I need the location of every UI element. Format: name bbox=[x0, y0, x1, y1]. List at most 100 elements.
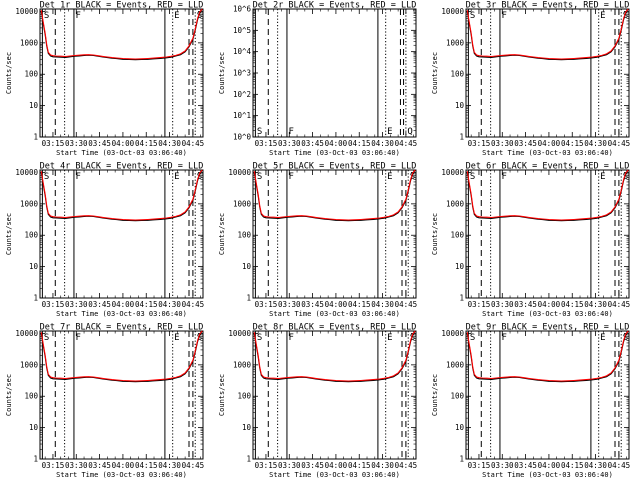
y-axis-label: Counts/sec bbox=[431, 374, 439, 416]
panel-title: Det 8r BLACK = Events, RED = LLD bbox=[253, 323, 417, 333]
panel-5: Det 5r BLACK = Events, RED = LLD 1 10 100 10… bbox=[218, 162, 417, 319]
x-tick-label: 04:00 bbox=[538, 139, 561, 148]
x-tick-label: 04:45 bbox=[182, 461, 205, 470]
y-tick-label: 1 bbox=[459, 455, 464, 464]
y-tick-label: 100 bbox=[237, 231, 251, 240]
x-tick-label: 04:45 bbox=[608, 461, 631, 470]
marker-label: S bbox=[44, 172, 49, 182]
series-lld-line bbox=[40, 169, 203, 221]
marker-label: E bbox=[387, 127, 392, 137]
panel-1: Det 1r BLACK = Events, RED = LLD 1 10 100 10… bbox=[5, 1, 204, 158]
x-axis-label: Start Time (03-Oct-03 03:06:40) bbox=[482, 310, 613, 318]
x-tick-label: 03:15 bbox=[255, 300, 278, 309]
series-events-line bbox=[466, 330, 629, 383]
y-tick-label: 10 bbox=[29, 101, 39, 110]
plot-frame bbox=[252, 330, 417, 460]
marker-label: F bbox=[75, 172, 80, 182]
x-tick-label: 03:30 bbox=[491, 300, 514, 309]
y-tick-label: 10000 bbox=[15, 7, 38, 16]
x-tick-label: 04:15 bbox=[348, 300, 371, 309]
x-tick-label: 04:30 bbox=[158, 300, 181, 309]
y-tick-label: 10 bbox=[29, 262, 39, 271]
marker-label: S bbox=[470, 172, 475, 182]
series-lld-line bbox=[466, 8, 629, 60]
marker-label: E bbox=[600, 11, 605, 21]
y-tick-label: 1000 bbox=[20, 38, 39, 47]
marker-label: E bbox=[600, 172, 605, 182]
marker-label: S bbox=[257, 172, 262, 182]
marker-label: F bbox=[75, 11, 80, 21]
marker-label: Q bbox=[407, 127, 412, 137]
y-axis-label: Counts/sec bbox=[218, 52, 226, 94]
y-tick-label: 10^6 bbox=[233, 5, 252, 14]
x-tick-label: 04:15 bbox=[348, 139, 371, 148]
plot-frame bbox=[39, 169, 204, 299]
x-tick-label: 04:45 bbox=[395, 461, 418, 470]
x-axis-label: Start Time (03-Oct-03 03:06:40) bbox=[482, 471, 613, 479]
x-tick-label: 03:45 bbox=[88, 461, 111, 470]
x-axis-label: Start Time (03-Oct-03 03:06:40) bbox=[269, 471, 400, 479]
x-tick-label: 03:30 bbox=[65, 300, 88, 309]
panel-6: Det 6r BLACK = Events, RED = LLD 1 10 100 10… bbox=[431, 162, 630, 319]
marker-label: F bbox=[501, 172, 506, 182]
x-tick-label: 04:15 bbox=[348, 461, 371, 470]
x-tick-label: 03:30 bbox=[278, 461, 301, 470]
y-tick-label: 10 bbox=[29, 423, 39, 432]
plot-frame bbox=[465, 330, 630, 460]
y-tick-label: 1000 bbox=[446, 38, 465, 47]
x-tick-label: 04:45 bbox=[182, 300, 205, 309]
series-events-line bbox=[466, 169, 629, 222]
x-tick-label: 04:00 bbox=[112, 461, 135, 470]
x-tick-label: 04:30 bbox=[371, 139, 394, 148]
x-axis-label: Start Time (03-Oct-03 03:06:40) bbox=[269, 310, 400, 318]
panel-title: Det 3r BLACK = Events, RED = LLD bbox=[466, 1, 630, 11]
marker-label: F bbox=[75, 333, 80, 343]
x-tick-label: 04:15 bbox=[561, 461, 584, 470]
plot-frame bbox=[465, 8, 630, 138]
y-axis-label: Counts/sec bbox=[431, 52, 439, 94]
x-tick-label: 04:15 bbox=[561, 139, 584, 148]
y-tick-label: 10000 bbox=[15, 168, 38, 177]
x-tick-label: 03:45 bbox=[88, 300, 111, 309]
marker-label: E bbox=[174, 333, 179, 343]
panel-title: Det 4r BLACK = Events, RED = LLD bbox=[40, 162, 204, 172]
panel-title: Det 1r BLACK = Events, RED = LLD bbox=[40, 1, 204, 11]
series-lld-line bbox=[466, 169, 629, 221]
y-tick-label: 10^3 bbox=[233, 69, 251, 78]
panel-3: Det 3r BLACK = Events, RED = LLD 1 10 100 10… bbox=[431, 1, 630, 158]
marker-label: E bbox=[600, 333, 605, 343]
y-tick-label: 100 bbox=[450, 70, 464, 79]
x-tick-label: 04:30 bbox=[584, 139, 607, 148]
x-tick-label: 04:45 bbox=[608, 139, 631, 148]
marker-label: S bbox=[623, 11, 628, 21]
series-lld-line bbox=[466, 330, 629, 382]
series-lld-line bbox=[40, 330, 203, 382]
x-tick-label: 04:00 bbox=[325, 300, 348, 309]
y-axis-label: Counts/sec bbox=[218, 213, 226, 255]
x-tick-label: 03:45 bbox=[301, 461, 324, 470]
panel-title: Det 9r BLACK = Events, RED = LLD bbox=[466, 323, 630, 333]
x-tick-label: 04:00 bbox=[325, 461, 348, 470]
y-tick-label: 1000 bbox=[233, 360, 252, 369]
y-axis-label: Counts/sec bbox=[5, 52, 13, 94]
panel-title: Det 6r BLACK = Events, RED = LLD bbox=[466, 162, 630, 172]
x-tick-label: 03:15 bbox=[42, 461, 65, 470]
marker-label: S bbox=[197, 11, 202, 21]
y-tick-label: 10000 bbox=[15, 329, 38, 338]
x-tick-label: 04:30 bbox=[584, 461, 607, 470]
y-tick-label: 10000 bbox=[441, 329, 464, 338]
y-tick-label: 10000 bbox=[228, 329, 251, 338]
x-tick-label: 03:15 bbox=[42, 300, 65, 309]
x-tick-label: 03:45 bbox=[88, 139, 111, 148]
marker-label: S bbox=[197, 333, 202, 343]
x-tick-label: 03:15 bbox=[468, 300, 491, 309]
y-tick-label: 100 bbox=[24, 392, 38, 401]
x-tick-label: 04:15 bbox=[135, 461, 158, 470]
y-tick-label: 10^0 bbox=[233, 133, 252, 142]
series-events-line bbox=[40, 169, 203, 222]
x-tick-label: 03:30 bbox=[65, 139, 88, 148]
marker-label: S bbox=[410, 333, 415, 343]
plot-frame bbox=[39, 330, 204, 460]
y-tick-label: 1 bbox=[246, 294, 251, 303]
